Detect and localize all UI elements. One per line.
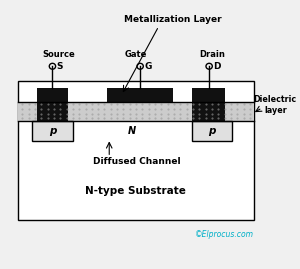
Text: Gate: Gate xyxy=(124,50,147,59)
Text: N: N xyxy=(128,126,136,136)
Text: ©Elprocus.com: ©Elprocus.com xyxy=(195,230,254,239)
Text: p: p xyxy=(49,126,56,136)
Text: Metallization Layer: Metallization Layer xyxy=(124,15,222,24)
Bar xyxy=(37,88,68,102)
Text: Diffused Channel: Diffused Channel xyxy=(93,157,181,166)
Text: G: G xyxy=(145,62,152,71)
Bar xyxy=(37,102,68,121)
Bar xyxy=(192,88,225,102)
Bar xyxy=(18,81,254,220)
Bar xyxy=(18,102,254,121)
Text: N-type Substrate: N-type Substrate xyxy=(85,186,186,196)
Text: D: D xyxy=(214,62,221,71)
Bar xyxy=(107,88,173,102)
Text: Source: Source xyxy=(42,50,75,59)
Bar xyxy=(192,102,225,121)
Text: Drain: Drain xyxy=(199,50,225,59)
Bar xyxy=(32,121,73,141)
Text: Dielectric
layer: Dielectric layer xyxy=(254,95,297,115)
Text: p: p xyxy=(208,126,216,136)
Text: S: S xyxy=(57,62,63,71)
Bar xyxy=(192,121,232,141)
